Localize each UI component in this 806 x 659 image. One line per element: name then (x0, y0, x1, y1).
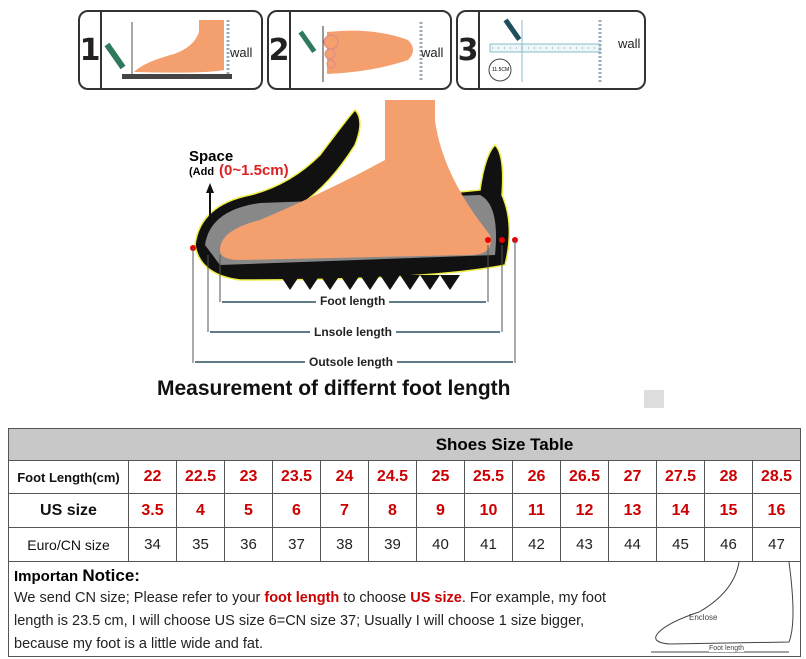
notice-title-a: Importan (14, 568, 79, 585)
space-label: Space (189, 148, 234, 165)
table-cell: 38 (321, 528, 369, 561)
table-cell: 26.5 (561, 461, 609, 493)
table-cell: 39 (369, 528, 417, 561)
table-cell: 46 (705, 528, 753, 561)
foot-sketch (651, 562, 794, 653)
table-cell: 12 (561, 494, 609, 527)
table-cell: 16 (767, 501, 786, 519)
table-cell: 23.5 (273, 461, 321, 493)
table-title: Shoes Size Table (9, 429, 800, 461)
table-row-euro-cn-size: Euro/CN size 34 35 36 37 38 39 40 41 42 43 44 45 46 47 (9, 528, 800, 562)
table-cell: 41 (465, 528, 513, 561)
row-header: Euro/CN size (9, 528, 129, 561)
table-cell: 4 (177, 494, 225, 527)
insole-length-label: Lnsole length (310, 325, 396, 339)
table-cell: 35 (177, 528, 225, 561)
step-2-panel: 2 wall (267, 10, 452, 90)
table-cell: 3.5 (129, 494, 177, 527)
wall-label: wall (230, 45, 253, 60)
table-cell: 47 (768, 536, 785, 553)
table-cell: 9 (417, 494, 465, 527)
notice-text-part: We send CN size; Please refer to your (14, 590, 265, 606)
ruler-illustration (488, 18, 602, 82)
foot-top-illustration (298, 22, 423, 82)
step-3-panel: 3 11.5CM wall (456, 10, 646, 90)
outsole-length-label: Outsole length (305, 355, 397, 369)
table-cell: 15 (705, 494, 753, 527)
table-cell: 25 (417, 461, 465, 493)
size-table: Shoes Size Table Foot Length(cm) 22 22.5 23… (8, 428, 801, 657)
table-cell: 28.5 (760, 468, 793, 485)
table-row-foot-length: Foot Length(cm) 22 22.5 23 23.5 24 24.5 25 25.5 2… (9, 461, 800, 494)
table-cell: 25.5 (465, 461, 513, 493)
table-cell: 44 (609, 528, 657, 561)
table-cell: 24 (321, 461, 369, 493)
table-cell: 7 (321, 494, 369, 527)
notice-text: We send CN size; Please refer to your fo… (14, 587, 634, 656)
foot-length-label: Foot length (316, 294, 390, 308)
sketch-foot-length-label: Foot length (709, 645, 745, 652)
step-number: 2 (269, 12, 291, 88)
wall-label: wall (618, 36, 641, 51)
table-cell: 45 (657, 528, 705, 561)
table-cell: 8 (369, 494, 417, 527)
table-cell: 10 (465, 494, 513, 527)
table-row-us-size: US size 3.5 4 5 6 7 8 9 10 11 12 13 14 15 16 (9, 494, 800, 528)
table-cell: 34 (129, 528, 177, 561)
table-cell: 5 (225, 494, 273, 527)
table-cell: 23 (225, 461, 273, 493)
table-cell: 11 (513, 494, 561, 527)
add-prefix: (Add (189, 166, 215, 178)
space-value: (0~1.5cm) (219, 162, 289, 179)
table-cell: 26 (513, 461, 561, 493)
table-cell: 27.5 (657, 461, 705, 493)
table-cell: 22 (129, 461, 177, 493)
highlight-us-size: US size (410, 590, 462, 606)
diagram-caption: Measurement of differnt foot length (157, 377, 511, 400)
gray-square (644, 390, 664, 408)
table-cell: 22.5 (177, 461, 225, 493)
row-header: Foot Length(cm) (9, 461, 129, 493)
table-cell: 27 (609, 461, 657, 493)
table-cell: 40 (417, 528, 465, 561)
table-cell: 43 (561, 528, 609, 561)
row-header: US size (9, 494, 129, 527)
table-cell: 28 (705, 461, 753, 493)
table-cell: 14 (657, 494, 705, 527)
table-cell: 24.5 (369, 461, 417, 493)
notice-section: Importan Notice: We send CN size; Please… (9, 562, 800, 658)
table-cell: 13 (609, 494, 657, 527)
shoe-diagram (190, 100, 518, 363)
step-1-panel: 1 wall (78, 10, 263, 90)
notice-text-part: . For example, my foot length is 23.5 cm… (14, 590, 607, 652)
notice-text-part: to choose (339, 590, 411, 606)
table-cell: 36 (225, 528, 273, 561)
highlight-foot-length: foot length (264, 590, 340, 606)
table-cell: 37 (273, 528, 321, 561)
wall-label: wall (421, 45, 444, 60)
ruler-badge: 11.5CM (492, 67, 510, 73)
step-number: 1 (80, 12, 102, 88)
foot-side-illustration (104, 20, 232, 79)
enclose-label: Enclose (689, 613, 718, 622)
table-cell: 42 (513, 528, 561, 561)
table-cell: 6 (273, 494, 321, 527)
notice-title-b: Notice: (82, 566, 140, 585)
step-number: 3 (458, 12, 480, 88)
